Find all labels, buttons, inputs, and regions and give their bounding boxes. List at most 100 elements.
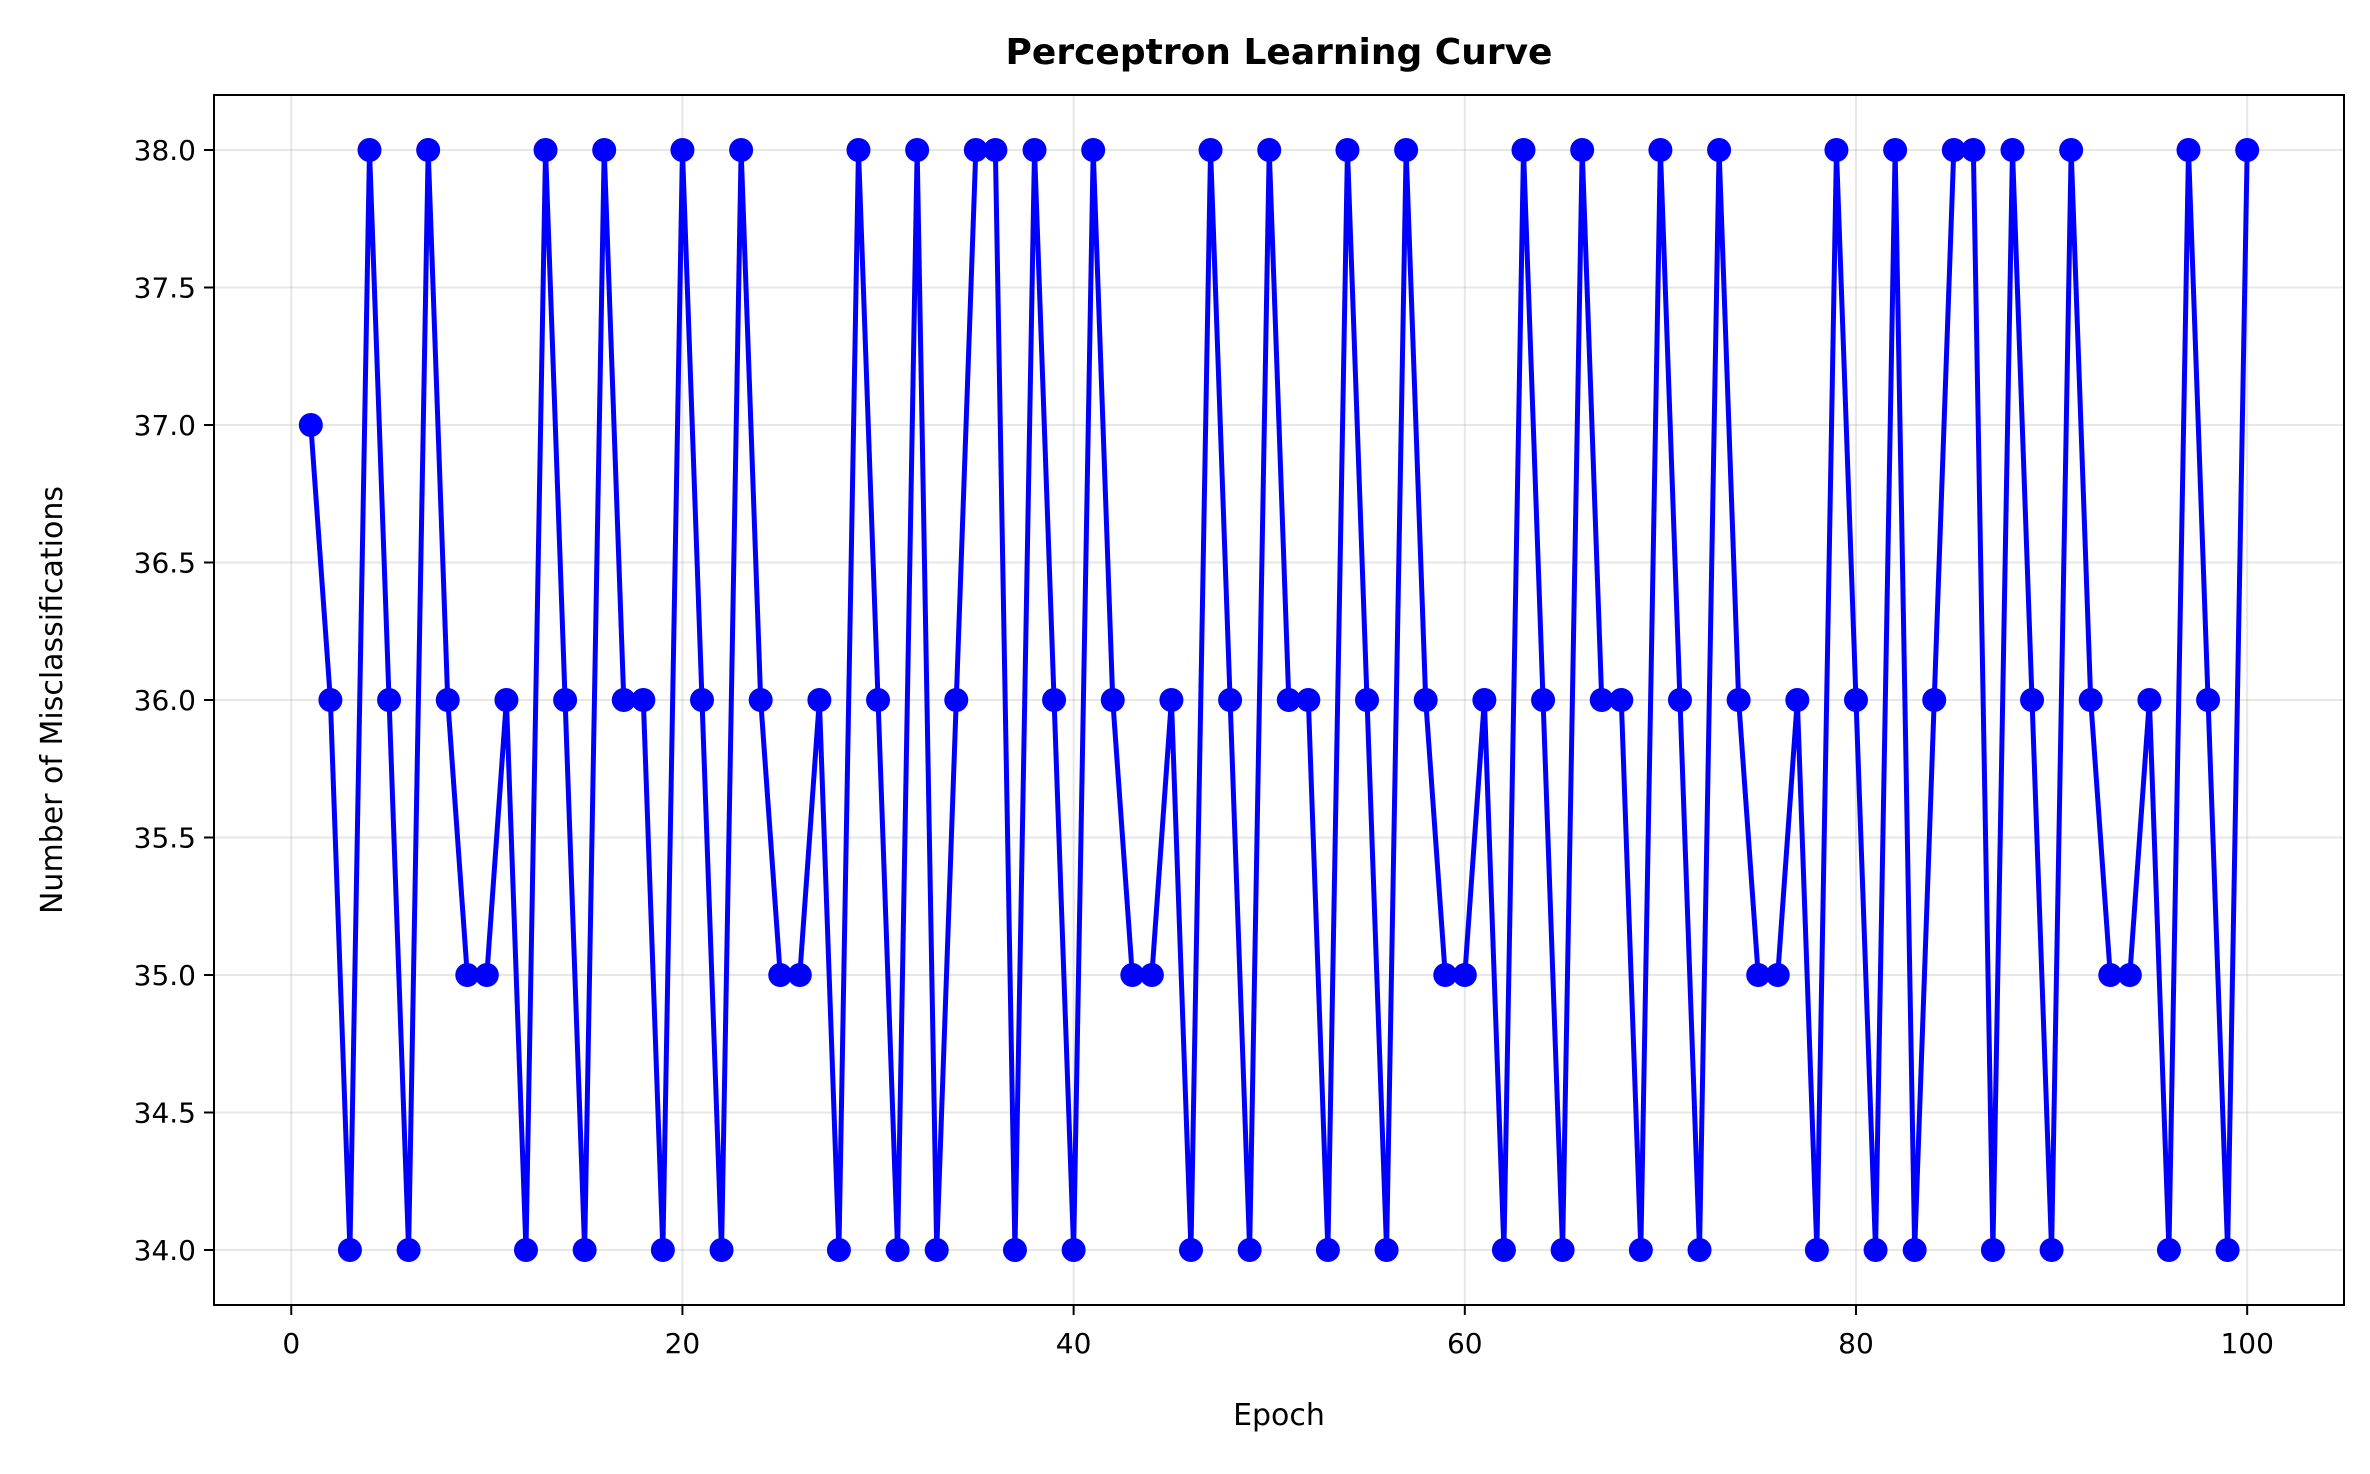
data-point <box>1159 688 1184 712</box>
data-point <box>1237 1238 1262 1262</box>
data-point <box>1883 138 1908 162</box>
data-point <box>1961 138 1986 162</box>
data-point <box>1022 138 1047 162</box>
data-point <box>2078 688 2103 712</box>
data-point <box>572 1238 597 1262</box>
data-point <box>1902 1238 1927 1262</box>
data-point <box>1707 138 1732 162</box>
data-point <box>1081 138 1106 162</box>
data-point <box>592 138 617 162</box>
data-point <box>435 688 460 712</box>
data-point <box>1120 963 1145 987</box>
data-point <box>1355 688 1380 712</box>
x-tick-label: 40 <box>1056 1327 1092 1360</box>
data-point <box>1472 688 1497 712</box>
data-point <box>963 138 988 162</box>
data-point <box>1100 688 1125 712</box>
data-point <box>2235 138 2260 162</box>
data-point <box>2098 963 2123 987</box>
data-point <box>2020 688 2045 712</box>
data-point <box>709 1238 734 1262</box>
axis-ticks: 0 20 40 60 80 100 34.0 34.5 35.0 35.5 36.0 36.5 37.0… <box>134 134 2274 1360</box>
data-point <box>2000 138 2025 162</box>
chart-title: Perceptron Learning Curve <box>1006 32 1553 73</box>
data-point <box>2059 138 2084 162</box>
data-point <box>1335 138 1360 162</box>
data-point <box>905 138 930 162</box>
data-point <box>807 688 832 712</box>
data-point <box>1785 688 1810 712</box>
y-tick-label: 35.0 <box>134 959 196 992</box>
y-tick-label: 38.0 <box>134 134 196 167</box>
data-point <box>533 138 558 162</box>
data-point <box>474 963 499 987</box>
data-point <box>885 1238 910 1262</box>
x-tick-label: 80 <box>1838 1327 1874 1360</box>
y-tick-label: 34.0 <box>134 1234 196 1267</box>
data-point <box>1922 688 1947 712</box>
data-point <box>1765 963 1790 987</box>
data-point <box>513 1238 538 1262</box>
data-point <box>1315 1238 1340 1262</box>
data-point <box>2156 1238 2181 1262</box>
data-point <box>1980 1238 2005 1262</box>
data-point <box>1178 1238 1203 1262</box>
data-point <box>1804 1238 1829 1262</box>
y-tick-label: 36.0 <box>134 684 196 717</box>
data-point <box>1002 1238 1027 1262</box>
data-point <box>826 1238 851 1262</box>
data-point <box>2117 963 2142 987</box>
data-point <box>1648 138 1673 162</box>
data-point <box>298 413 323 437</box>
data-point <box>866 688 891 712</box>
data-point <box>1667 688 1692 712</box>
data-point <box>337 1238 362 1262</box>
data-point <box>631 688 656 712</box>
data-point <box>1296 688 1321 712</box>
data-point <box>1531 688 1556 712</box>
data-point <box>2196 688 2221 712</box>
y-tick-label: 37.0 <box>134 409 196 442</box>
data-point <box>1609 688 1634 712</box>
data-point <box>1198 138 1223 162</box>
data-point <box>1687 1238 1712 1262</box>
series-layer <box>298 138 2260 1262</box>
data-point <box>318 688 343 712</box>
data-point <box>846 138 871 162</box>
data-point <box>768 963 793 987</box>
data-point <box>1139 963 1164 987</box>
y-tick-label: 34.5 <box>134 1097 196 1130</box>
y-tick-label: 35.5 <box>134 822 196 855</box>
data-point <box>2176 138 2201 162</box>
data-point <box>1042 688 1067 712</box>
data-point <box>1511 138 1536 162</box>
data-point <box>787 963 812 987</box>
data-point <box>1276 688 1301 712</box>
data-point <box>1491 1238 1516 1262</box>
data-point <box>1628 1238 1653 1262</box>
data-point <box>1589 688 1614 712</box>
data-point <box>1257 138 1282 162</box>
data-point <box>1433 963 1458 987</box>
data-point <box>416 138 441 162</box>
data-point <box>1863 1238 1888 1262</box>
data-point <box>494 688 519 712</box>
y-tick-label: 36.5 <box>134 547 196 580</box>
data-point <box>1824 138 1849 162</box>
data-point <box>2039 1238 2064 1262</box>
data-point <box>650 1238 675 1262</box>
data-point <box>1061 1238 1086 1262</box>
data-point <box>983 138 1008 162</box>
data-point <box>1570 138 1595 162</box>
data-point <box>357 138 382 162</box>
data-point <box>396 1238 421 1262</box>
y-tick-label: 37.5 <box>134 272 196 305</box>
data-point <box>1550 1238 1575 1262</box>
data-point <box>924 1238 949 1262</box>
x-axis-label: Epoch <box>1233 1398 1325 1433</box>
data-point <box>377 688 402 712</box>
data-point <box>670 138 695 162</box>
data-point <box>1218 688 1243 712</box>
